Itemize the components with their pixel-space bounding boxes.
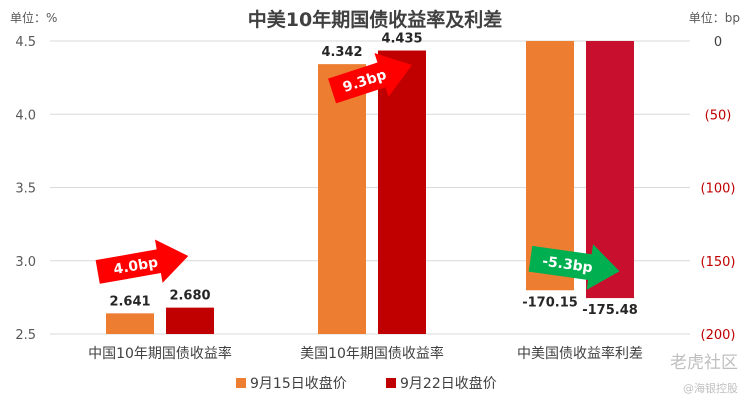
arrow-shape <box>328 53 412 104</box>
left-tick-label: 3.5 <box>15 182 36 197</box>
legend-swatch-series-0 <box>236 378 246 388</box>
bar-0-0 <box>106 313 154 334</box>
legend-swatch-series-1 <box>386 378 396 388</box>
category-label: 中美国债收益率利差 <box>517 345 643 362</box>
right-tick-label: (150) <box>701 255 736 270</box>
data-label: -175.48 <box>582 303 638 318</box>
category-label: 中国10年期国债收益率 <box>88 345 232 362</box>
legend: 9月15日收盘价 9月22日收盘价 <box>236 375 497 392</box>
data-label: 4.342 <box>321 45 362 60</box>
arrow-2: -5.3bp <box>528 244 620 290</box>
data-label: -170.15 <box>522 295 578 310</box>
bar-1-0 <box>318 64 366 334</box>
arrow-0: 4.0bp <box>95 239 189 284</box>
left-tick-label: 3.0 <box>15 255 36 270</box>
legend-label-series-0: 9月15日收盘价 <box>250 375 347 392</box>
category-labels: 中国10年期国债收益率 美国10年期国债收益率 中美国债收益率利差 <box>88 345 643 362</box>
right-axis-ticks: 0 (50) (100) (150) (200) <box>701 35 736 343</box>
bar-1-1 <box>378 50 426 335</box>
right-axis-unit: 单位：bp <box>689 10 740 25</box>
bar-labels: 2.641 2.680 4.342 4.435 -170.15 -175.48 <box>109 32 637 319</box>
watermark: 老虎社区 @海银控股 <box>670 353 738 395</box>
arrow-shape <box>95 239 189 284</box>
right-tick-label: (50) <box>705 108 732 123</box>
data-label: 2.641 <box>109 294 150 309</box>
left-axis-ticks: 2.5 3.0 3.5 4.0 4.5 <box>15 35 36 343</box>
right-tick-label: 0 <box>714 35 722 50</box>
arrow-label: -5.3bp <box>541 253 593 276</box>
data-label: 4.435 <box>381 32 422 47</box>
left-tick-label: 4.5 <box>15 35 36 50</box>
chart-title: 中美10年期国债收益率及利差 <box>248 8 502 31</box>
legend-label-series-1: 9月22日收盘价 <box>400 375 497 392</box>
watermark-sub: @海银控股 <box>683 381 738 395</box>
arrow-shape <box>528 244 620 290</box>
bar-0-1 <box>166 307 214 334</box>
arrow-label: 4.0bp <box>112 255 159 279</box>
left-tick-label: 2.5 <box>15 328 36 343</box>
right-tick-label: (200) <box>701 328 736 343</box>
left-tick-label: 4.0 <box>15 108 36 123</box>
category-label: 美国10年期国债收益率 <box>300 345 444 362</box>
right-tick-label: (100) <box>701 182 736 197</box>
data-label: 2.680 <box>169 289 210 304</box>
watermark-main: 老虎社区 <box>670 353 738 373</box>
left-axis-unit: 单位：% <box>10 10 57 25</box>
